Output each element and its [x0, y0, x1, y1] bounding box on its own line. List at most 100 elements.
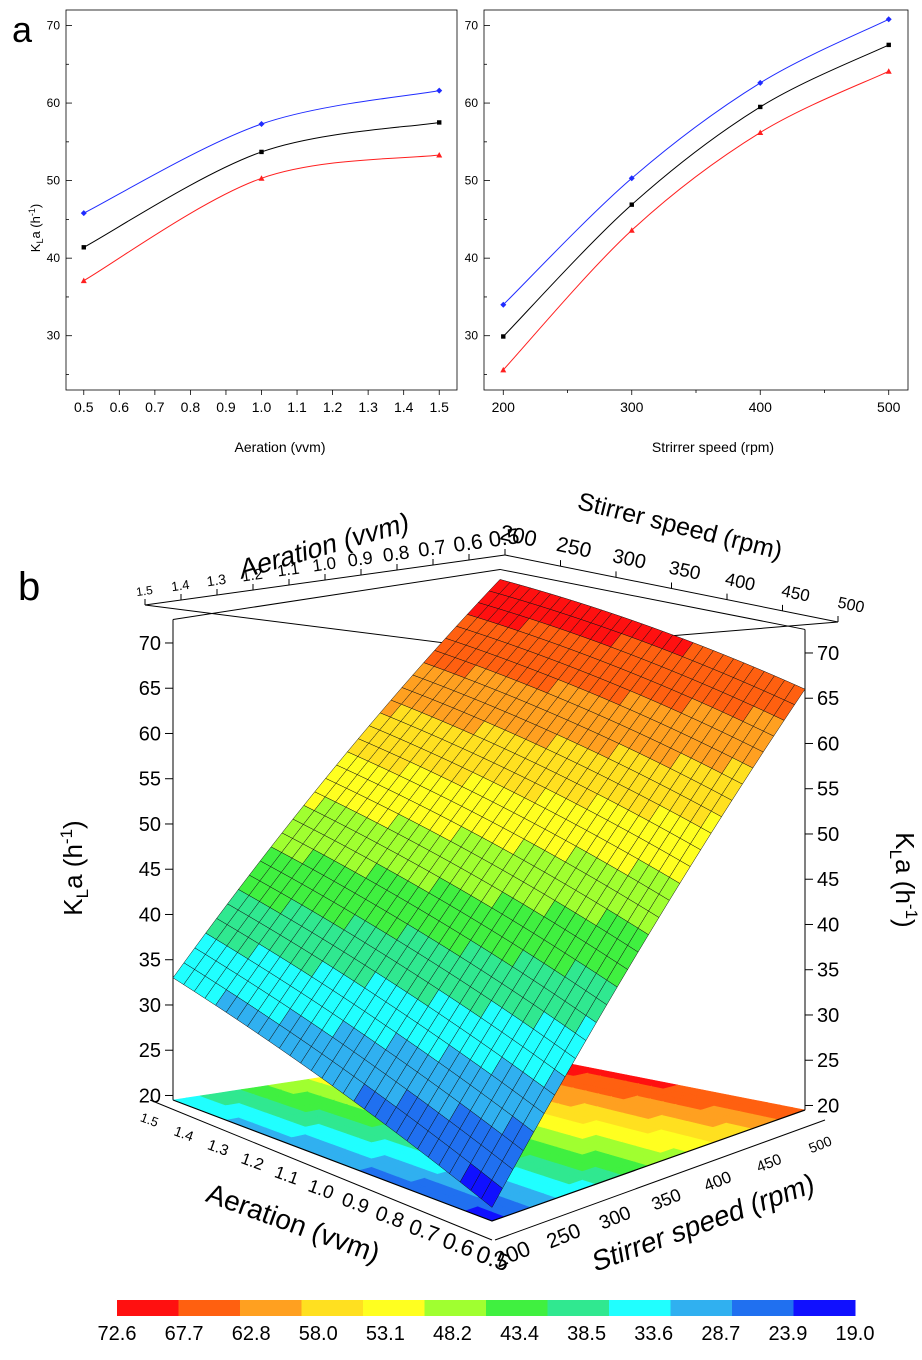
- surface-cell: [481, 1179, 503, 1208]
- series-line-0: [502, 18, 889, 306]
- colorbar-label: 62.8: [232, 1323, 271, 1345]
- data-point: [886, 42, 891, 48]
- z-tick-label-right: 50: [817, 824, 839, 846]
- top-aeration-tick-label: 1.2: [241, 566, 264, 586]
- y-tick-label: 60: [47, 96, 61, 110]
- z-tick-label-right: 40: [817, 914, 839, 936]
- bottom-aeration-tick-label: 1.5: [138, 1110, 160, 1130]
- colorbar-label: 72.6: [98, 1323, 137, 1345]
- y-tick-label: 50: [465, 174, 479, 188]
- panel-a-ylabel: KLa (h-1): [27, 204, 45, 252]
- bottom-aeration-tick-label: 1.2: [239, 1150, 266, 1175]
- colorbar-label: 48.2: [433, 1323, 472, 1345]
- series-line-2: [83, 154, 440, 282]
- x-tick-label: 1.0: [252, 399, 272, 415]
- y-tick-label: 30: [47, 329, 61, 343]
- data-point: [885, 16, 892, 23]
- bottom-speed-tick-label: 350: [649, 1185, 684, 1215]
- series-line-2: [502, 70, 889, 371]
- z-tick-label-left: 55: [139, 769, 161, 791]
- colorbar-label: 58.0: [299, 1323, 338, 1345]
- colorbar-swatch: [178, 1300, 241, 1316]
- bottom-speed-tick-label: 450: [754, 1151, 784, 1176]
- top-speed-tick-label: 450: [780, 581, 812, 605]
- chart-aeration: 30 40 50 60 70 0.5 0.6 0.7 0.8 0.9 1.0 1.1 1.2 1.3 1.4…: [47, 9, 458, 455]
- chart-stirrer-speed: 30 40 50 60 70 200 300 400 500 Strirrer speed (r…: [465, 9, 909, 455]
- colorbar-label: 19.0: [836, 1323, 875, 1345]
- x-axis-label: Aeration (vvm): [234, 439, 325, 455]
- bottom-aeration-tick-label: 1.1: [272, 1162, 302, 1189]
- colorbar-swatch: [609, 1300, 671, 1316]
- bottom-speed-tick-label: 400: [701, 1167, 734, 1195]
- data-point: [258, 175, 265, 181]
- data-point: [436, 152, 443, 158]
- top-aeration-tick-label: 1.3: [206, 571, 228, 590]
- x-tick-label: 300: [620, 399, 644, 415]
- bottom-speed-tick-label: 500: [806, 1132, 834, 1156]
- data-point: [501, 334, 506, 339]
- x-tick-label: 500: [877, 399, 901, 415]
- data-point: [628, 175, 635, 182]
- colorbar-label: 33.6: [634, 1323, 673, 1345]
- colorbar-swatch: [670, 1300, 733, 1316]
- data-point: [80, 210, 87, 217]
- x-tick-label: 1.1: [287, 399, 307, 415]
- x-tick-label: 0.6: [110, 399, 130, 415]
- z-tick-label-right: 60: [817, 733, 839, 755]
- bottom-speed-tick-label: 250: [543, 1219, 584, 1253]
- top-aeration-tick-label: 0.6: [452, 530, 484, 557]
- top-aeration-tick-label: 1.1: [276, 561, 300, 581]
- top-speed-tick-label: 500: [836, 595, 866, 617]
- x-tick-label: 1.4: [394, 399, 414, 415]
- x-tick-label: 200: [492, 399, 516, 415]
- colorbar-swatch: [363, 1300, 425, 1316]
- y-tick-label: 60: [465, 96, 479, 110]
- bottom-aeration-tick-label: 0.7: [406, 1214, 443, 1248]
- z-tick-label-left: 60: [139, 723, 161, 745]
- x-tick-label: 0.9: [216, 399, 236, 415]
- top-speed-tick-label: 350: [667, 558, 702, 585]
- colorbar-swatch: [793, 1300, 856, 1316]
- z-tick-label-right: 55: [817, 779, 839, 801]
- z-axis-label-left: KLa (h-1): [57, 820, 92, 915]
- z-tick-label-left: 30: [139, 995, 161, 1017]
- data-point: [628, 227, 635, 233]
- colorbar-label: 23.9: [768, 1323, 807, 1345]
- bottom-aeration-axis: [149, 1099, 493, 1241]
- z-tick-label-right: 35: [817, 960, 839, 982]
- z-tick-label-right: 20: [817, 1095, 839, 1117]
- bottom-speed-tick-label: 200: [490, 1236, 533, 1273]
- top-speed-tick-label: 250: [554, 533, 593, 563]
- z-tick-label-left: 20: [139, 1085, 161, 1107]
- series-line-1: [502, 44, 889, 337]
- panel-b-label: b: [18, 565, 40, 609]
- z-tick-label-right: 25: [817, 1050, 839, 1072]
- data-point: [80, 277, 87, 284]
- series-line-1: [83, 121, 440, 248]
- x-tick-label: 0.8: [181, 399, 201, 415]
- x-tick-label: 1.5: [429, 399, 449, 415]
- top-aeration-tick-label: 0.8: [382, 542, 411, 566]
- z-axis-label-right: KLa (h-1): [886, 832, 921, 927]
- x-tick-label: 0.5: [74, 399, 94, 415]
- z-tick-label-left: 45: [139, 859, 161, 881]
- data-point: [757, 129, 764, 136]
- bottom-aeration-tick-label: 1.0: [306, 1175, 337, 1204]
- colorbar-label: 53.1: [366, 1323, 405, 1345]
- colorbar: 72.6 67.7 62.8 58.0 53.1 48.2 43.4 38.5 33.6 28.7…: [98, 1300, 875, 1345]
- x-tick-label: 1.3: [358, 399, 378, 415]
- plot-frame: [65, 9, 458, 391]
- colorbar-label: 67.7: [165, 1323, 204, 1345]
- colorbar-swatch: [732, 1300, 794, 1316]
- top-speed-tick-label: 400: [723, 569, 757, 595]
- data-point: [500, 301, 507, 308]
- top-aeration-tick-label: 1.4: [170, 577, 190, 594]
- plot-frame: [483, 9, 909, 391]
- data-point: [629, 202, 634, 207]
- x-axis-label: Strirrer speed (rpm): [652, 439, 774, 455]
- top-speed-tick-label: 300: [611, 545, 648, 573]
- z-tick-label-right: 65: [817, 688, 839, 710]
- y-tick-label: 70: [465, 19, 479, 33]
- data-point: [758, 104, 763, 110]
- top-aeration-tick-label: 1.5: [135, 583, 154, 599]
